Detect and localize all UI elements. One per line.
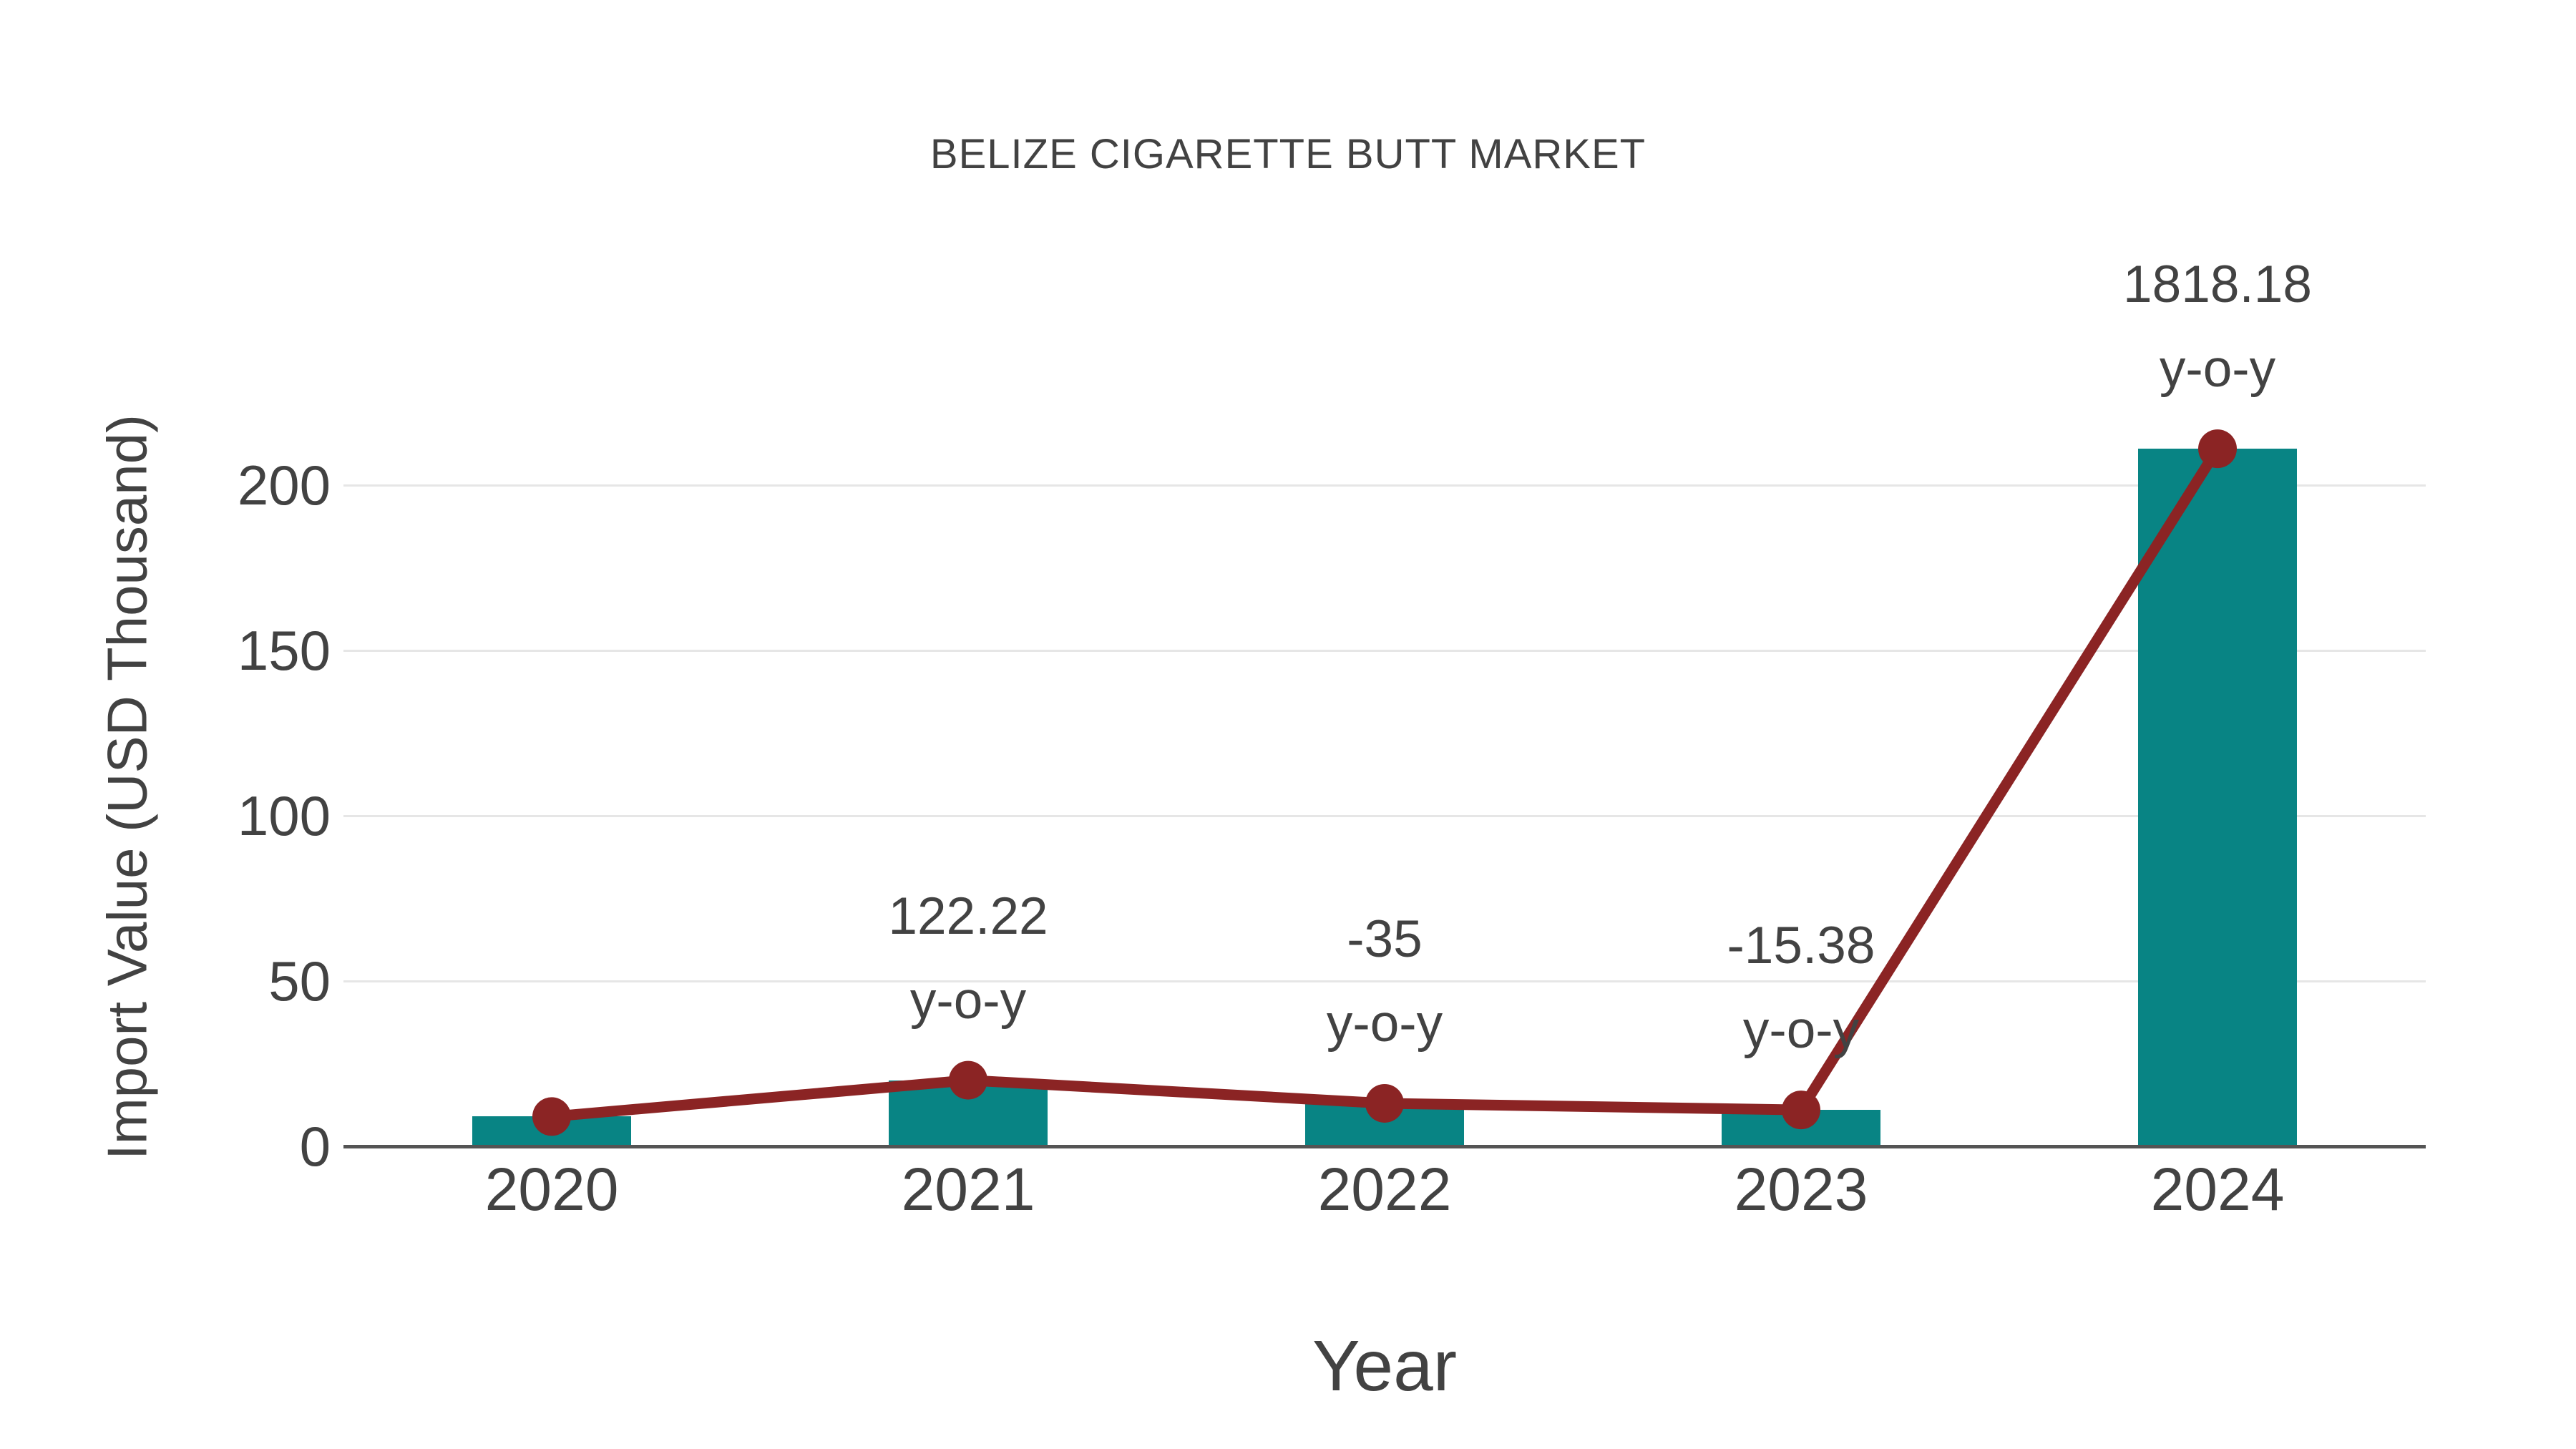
x-tick-label-2021: 2021 [901, 1156, 1035, 1223]
x-tick-label-2024: 2024 [2150, 1156, 2285, 1223]
gridline-200 [343, 484, 2426, 487]
y-tick-label-50: 50 [268, 950, 331, 1013]
annotation-suffix: y-o-y [2159, 340, 2276, 399]
annotation-value: 122.22 [888, 887, 1048, 945]
y-tick-label-0: 0 [299, 1115, 331, 1178]
x-tick-label-2020: 2020 [484, 1156, 619, 1223]
annotation-2021: 122.22 y-o-y [718, 874, 1219, 1043]
bar-2021 [889, 1080, 1048, 1146]
annotation-suffix: y-o-y [909, 971, 1027, 1030]
annotation-2024: 1818.18 y-o-y [1967, 243, 2468, 411]
bar-2020 [472, 1116, 631, 1146]
annotation-suffix: y-o-y [1742, 1001, 1860, 1060]
annotation-2022: -35 y-o-y [1134, 897, 1635, 1066]
annotation-2023: -15.38 y-o-y [1551, 904, 2051, 1073]
x-axis-title: Year [1312, 1326, 1458, 1406]
bar-2022 [1305, 1103, 1464, 1146]
x-tick-label-2023: 2023 [1734, 1156, 1868, 1223]
annotation-value: -15.38 [1727, 917, 1875, 975]
chart-title: BELIZE CIGARETTE BUTT MARKET [930, 131, 1646, 177]
y-tick-label-100: 100 [237, 784, 331, 847]
annotation-value: -35 [1347, 909, 1423, 968]
y-tick-label-200: 200 [237, 454, 331, 517]
annotation-suffix: y-o-y [1326, 994, 1443, 1053]
y-tick-label-150: 150 [237, 619, 331, 682]
bar-2024 [2138, 449, 2297, 1146]
x-tick-label-2022: 2022 [1317, 1156, 1452, 1223]
bar-2023 [1722, 1110, 1880, 1146]
x-axis-line [343, 1145, 2426, 1148]
gridline-150 [343, 650, 2426, 652]
annotation-value: 1818.18 [2123, 255, 2312, 314]
gridline-100 [343, 815, 2426, 817]
